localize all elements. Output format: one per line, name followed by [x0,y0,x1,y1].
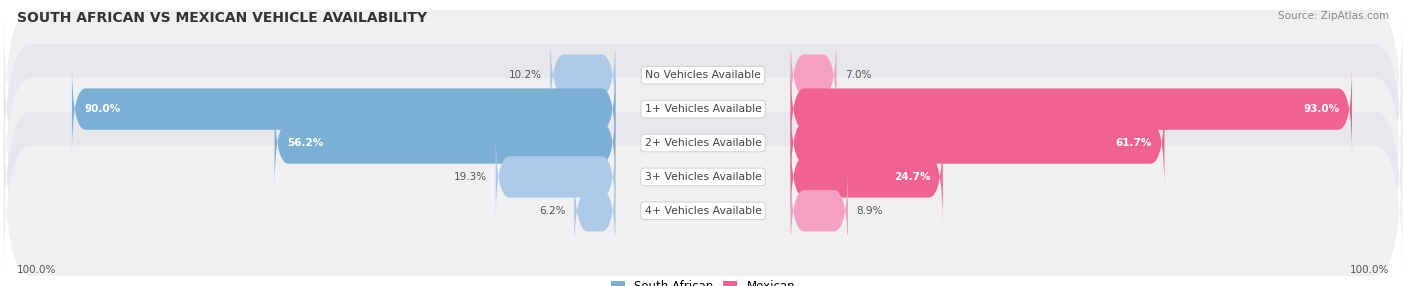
Text: 3+ Vehicles Available: 3+ Vehicles Available [644,172,762,182]
Text: Source: ZipAtlas.com: Source: ZipAtlas.com [1278,11,1389,21]
Text: 90.0%: 90.0% [84,104,121,114]
FancyBboxPatch shape [790,28,837,122]
FancyBboxPatch shape [790,96,1164,190]
FancyBboxPatch shape [790,62,1353,156]
FancyBboxPatch shape [550,28,616,122]
FancyBboxPatch shape [4,140,1402,281]
Text: 7.0%: 7.0% [845,70,872,80]
FancyBboxPatch shape [496,130,616,224]
Text: 100.0%: 100.0% [17,265,56,275]
FancyBboxPatch shape [790,130,942,224]
Text: 100.0%: 100.0% [1350,265,1389,275]
Text: 4+ Vehicles Available: 4+ Vehicles Available [644,206,762,216]
Text: 2+ Vehicles Available: 2+ Vehicles Available [644,138,762,148]
FancyBboxPatch shape [574,164,616,258]
Text: 61.7%: 61.7% [1116,138,1152,148]
Legend: South African, Mexican: South African, Mexican [606,276,800,286]
Text: 6.2%: 6.2% [540,206,567,216]
Text: 1+ Vehicles Available: 1+ Vehicles Available [644,104,762,114]
Text: 56.2%: 56.2% [287,138,323,148]
FancyBboxPatch shape [274,96,616,190]
FancyBboxPatch shape [4,39,1402,179]
FancyBboxPatch shape [4,5,1402,146]
FancyBboxPatch shape [4,107,1402,247]
Text: 24.7%: 24.7% [894,172,931,182]
Text: 10.2%: 10.2% [509,70,541,80]
Text: 93.0%: 93.0% [1303,104,1340,114]
Text: 19.3%: 19.3% [454,172,488,182]
FancyBboxPatch shape [4,73,1402,213]
Text: SOUTH AFRICAN VS MEXICAN VEHICLE AVAILABILITY: SOUTH AFRICAN VS MEXICAN VEHICLE AVAILAB… [17,11,427,25]
FancyBboxPatch shape [72,62,616,156]
Text: 8.9%: 8.9% [856,206,883,216]
Text: No Vehicles Available: No Vehicles Available [645,70,761,80]
FancyBboxPatch shape [790,164,848,258]
